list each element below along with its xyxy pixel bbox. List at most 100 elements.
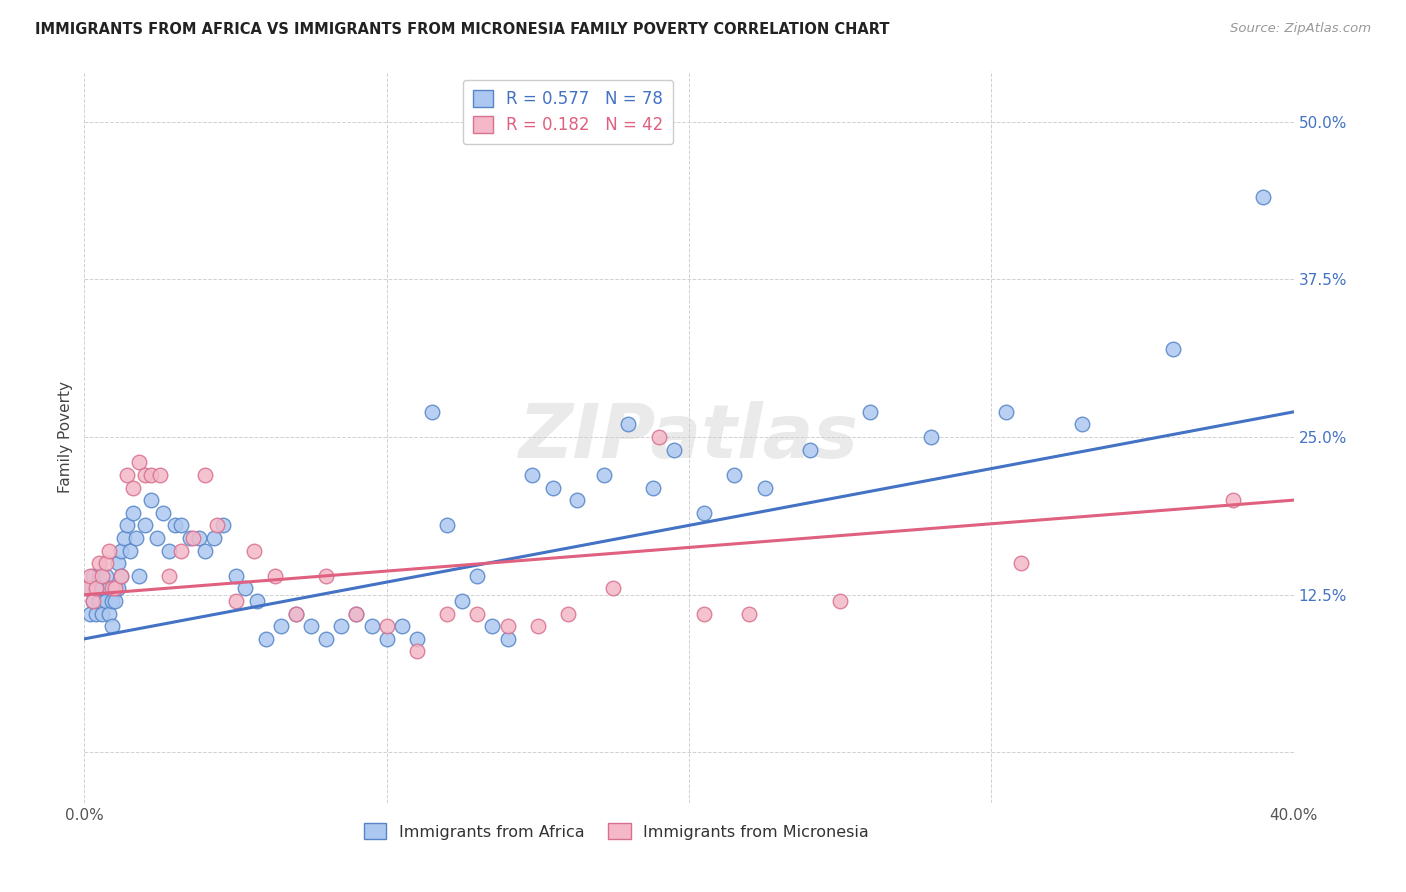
Point bbox=[233, 582, 256, 596]
Point bbox=[82, 594, 104, 608]
Point bbox=[565, 493, 588, 508]
Point bbox=[86, 607, 108, 621]
Point bbox=[179, 531, 201, 545]
Point bbox=[94, 556, 117, 570]
Point bbox=[1071, 417, 1094, 432]
Point bbox=[121, 506, 143, 520]
Point bbox=[107, 582, 129, 596]
Point bbox=[246, 594, 269, 608]
Point bbox=[89, 594, 111, 608]
Point bbox=[285, 607, 308, 621]
Point bbox=[100, 582, 122, 596]
Point bbox=[157, 543, 180, 558]
Point bbox=[242, 543, 264, 558]
Point bbox=[1011, 556, 1033, 570]
Point bbox=[86, 582, 108, 596]
Point bbox=[134, 467, 156, 482]
Point bbox=[79, 569, 101, 583]
Point bbox=[467, 569, 489, 583]
Point bbox=[110, 543, 132, 558]
Point bbox=[346, 607, 368, 621]
Point bbox=[128, 569, 150, 583]
Point bbox=[212, 518, 235, 533]
Point bbox=[451, 594, 474, 608]
Point bbox=[146, 531, 169, 545]
Point bbox=[125, 531, 148, 545]
Point bbox=[181, 531, 204, 545]
Point bbox=[86, 582, 108, 596]
Point bbox=[1253, 190, 1275, 204]
Point bbox=[723, 467, 745, 482]
Point bbox=[115, 518, 138, 533]
Point bbox=[391, 619, 413, 633]
Point bbox=[602, 582, 624, 596]
Point bbox=[100, 619, 122, 633]
Point bbox=[436, 518, 458, 533]
Point bbox=[541, 481, 564, 495]
Point bbox=[202, 531, 225, 545]
Point bbox=[799, 442, 821, 457]
Point bbox=[149, 467, 172, 482]
Point bbox=[82, 569, 104, 583]
Point bbox=[194, 543, 217, 558]
Point bbox=[76, 582, 98, 596]
Point bbox=[263, 569, 285, 583]
Point bbox=[94, 569, 117, 583]
Point bbox=[121, 481, 143, 495]
Point bbox=[157, 569, 180, 583]
Point bbox=[1222, 493, 1244, 508]
Point bbox=[830, 594, 852, 608]
Point bbox=[97, 543, 120, 558]
Point bbox=[115, 467, 138, 482]
Point bbox=[496, 632, 519, 646]
Point bbox=[360, 619, 382, 633]
Point bbox=[648, 430, 671, 444]
Point bbox=[270, 619, 292, 633]
Point bbox=[436, 607, 458, 621]
Point bbox=[346, 607, 368, 621]
Point bbox=[693, 607, 716, 621]
Point bbox=[97, 607, 120, 621]
Point bbox=[79, 607, 101, 621]
Point bbox=[254, 632, 277, 646]
Point bbox=[315, 569, 337, 583]
Point bbox=[188, 531, 211, 545]
Point bbox=[110, 569, 132, 583]
Point bbox=[207, 518, 229, 533]
Point bbox=[165, 518, 187, 533]
Point bbox=[94, 594, 117, 608]
Y-axis label: Family Poverty: Family Poverty bbox=[58, 381, 73, 493]
Point bbox=[139, 467, 162, 482]
Point bbox=[754, 481, 776, 495]
Text: ZIPatlas: ZIPatlas bbox=[519, 401, 859, 474]
Point bbox=[406, 644, 429, 658]
Point bbox=[330, 619, 353, 633]
Point bbox=[920, 430, 942, 444]
Point bbox=[299, 619, 322, 633]
Legend: Immigrants from Africa, Immigrants from Micronesia: Immigrants from Africa, Immigrants from … bbox=[357, 817, 876, 846]
Point bbox=[520, 467, 543, 482]
Point bbox=[104, 582, 127, 596]
Point bbox=[593, 467, 616, 482]
Point bbox=[128, 455, 150, 469]
Point bbox=[225, 594, 247, 608]
Point bbox=[285, 607, 308, 621]
Point bbox=[97, 582, 120, 596]
Point bbox=[89, 556, 111, 570]
Point bbox=[91, 582, 114, 596]
Point bbox=[527, 619, 550, 633]
Point bbox=[112, 531, 135, 545]
Point bbox=[104, 594, 127, 608]
Point bbox=[225, 569, 247, 583]
Point bbox=[995, 405, 1018, 419]
Point bbox=[375, 632, 398, 646]
Point bbox=[738, 607, 761, 621]
Point bbox=[467, 607, 489, 621]
Point bbox=[91, 569, 114, 583]
Point bbox=[662, 442, 685, 457]
Point bbox=[79, 582, 101, 596]
Point bbox=[170, 543, 193, 558]
Point bbox=[481, 619, 503, 633]
Point bbox=[496, 619, 519, 633]
Point bbox=[375, 619, 398, 633]
